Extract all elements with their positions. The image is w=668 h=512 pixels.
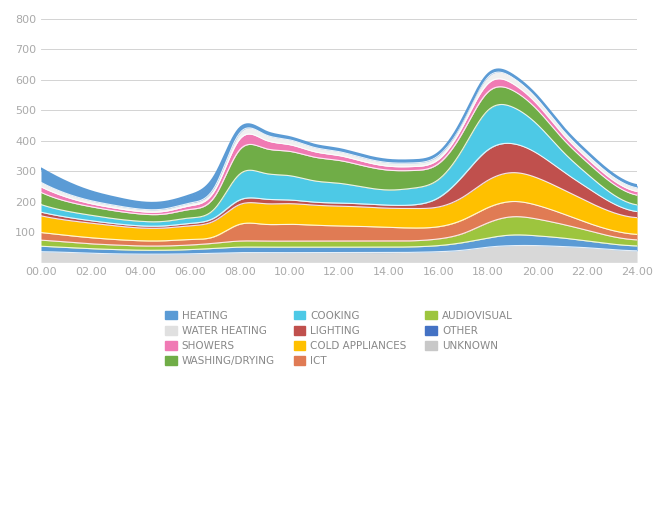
Legend: HEATING, WATER HEATING, SHOWERS, WASHING/DRYING, COOKING, LIGHTING, COLD APPLIAN: HEATING, WATER HEATING, SHOWERS, WASHING… [161, 307, 517, 371]
